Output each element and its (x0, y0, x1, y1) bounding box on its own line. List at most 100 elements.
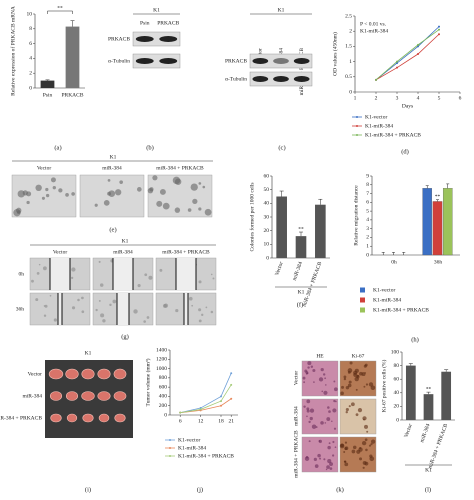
photo-detail (112, 299, 117, 304)
bar (65, 26, 80, 88)
legend-label: K1-vector (365, 114, 387, 120)
point (396, 60, 398, 63)
legend-swatch (356, 134, 358, 136)
x-tick-label: miR-384 + PRKACB (427, 423, 449, 470)
photo-detail (202, 185, 206, 189)
photo-detail (343, 377, 347, 381)
line (375, 29, 440, 81)
photo-detail (198, 308, 202, 312)
photo-detail (321, 390, 324, 393)
photo-detail (347, 383, 352, 388)
photo-detail (357, 408, 363, 413)
photo-detail (325, 468, 328, 471)
photo-detail (70, 276, 74, 280)
legend-swatch (169, 447, 171, 449)
point (199, 407, 202, 410)
photo-detail (95, 308, 98, 312)
photo-detail (369, 456, 375, 462)
x-tick-label: 21 (228, 418, 234, 424)
y-tick-label: 0 (164, 412, 167, 418)
photo-detail (350, 402, 355, 407)
photo-detail (352, 445, 357, 450)
blot-column-label: PRKACB (157, 20, 179, 26)
blot-strip (132, 53, 181, 69)
point (438, 28, 440, 31)
x-tick-label: 36h (434, 259, 443, 265)
line (180, 373, 232, 414)
photo-detail (210, 310, 214, 314)
x-tick-label: 5 (438, 95, 441, 101)
bar (315, 204, 326, 258)
point (230, 383, 233, 386)
photo-detail (329, 462, 333, 467)
photo-detail (333, 427, 337, 430)
photo-detail (159, 268, 163, 272)
legend-label: K1-miR-384 (365, 123, 393, 129)
photo-detail (345, 385, 350, 390)
annotation: ** (435, 194, 441, 200)
photo-detail (41, 196, 45, 200)
photo-detail (313, 457, 317, 462)
row-label: 0h (19, 271, 25, 277)
blot-band (252, 76, 269, 82)
photo-detail (198, 280, 202, 284)
photo-detail (35, 298, 39, 302)
photo-detail (210, 273, 213, 276)
tumor (66, 413, 78, 423)
photo-detail (328, 442, 331, 445)
wound-gap (176, 258, 196, 290)
y-tick-label: 1 (349, 59, 352, 65)
photo-detail (201, 313, 204, 316)
photo-detail (49, 294, 52, 297)
group-label: K1 (425, 467, 432, 473)
point (438, 25, 440, 28)
line (180, 384, 232, 414)
photo-detail (365, 383, 369, 386)
y-tick-label: 40 (394, 390, 400, 396)
photo-detail (332, 408, 337, 413)
photo-detail (365, 448, 368, 452)
photo-detail (136, 187, 142, 192)
legend-label: K1-vector (178, 437, 200, 443)
photo-detail (50, 177, 56, 183)
legend-swatch (169, 455, 171, 457)
photo-detail (43, 314, 47, 317)
row-label: miR-384 + PRKACB (0, 415, 42, 421)
photo-detail (349, 361, 353, 365)
photo-detail (332, 440, 335, 444)
y-tick-label: 1400 (156, 347, 167, 353)
photo-detail (363, 418, 365, 421)
photo-detail (348, 380, 352, 384)
y-tick-label: 1 (366, 243, 369, 249)
photo-detail (36, 272, 40, 275)
y-tick-label: 1000 (156, 366, 167, 372)
photo-detail (81, 296, 84, 300)
photo-detail (364, 438, 368, 442)
y-axis-title: Relative migration distance (353, 185, 359, 246)
photo-detail (103, 200, 110, 206)
bar (441, 371, 452, 420)
photo-detail (344, 441, 348, 444)
row-label: 36h (16, 306, 25, 312)
photo-detail (174, 178, 182, 185)
photo-detail (368, 444, 372, 447)
photo-detail (71, 192, 75, 196)
bar (423, 394, 434, 420)
photo-detail (137, 284, 141, 288)
row-label: miR-384 (293, 406, 299, 426)
y-tick-label: 2.5 (345, 13, 352, 19)
wound-gap (50, 258, 70, 290)
photo-detail (317, 453, 321, 458)
photo-detail (45, 193, 50, 198)
photo-detail (355, 413, 359, 417)
panel-label: (i) (85, 486, 91, 493)
annotation: ** (298, 226, 304, 232)
photo-detail (188, 296, 193, 301)
blot-band (273, 76, 289, 82)
x-tick-label: Vector (274, 261, 285, 277)
x-tick-label: 6 (459, 95, 462, 101)
photo-detail (345, 410, 348, 414)
x-tick-label: 2 (375, 95, 378, 101)
column-label: Vector (53, 249, 68, 255)
x-tick-label: 6 (179, 418, 182, 424)
